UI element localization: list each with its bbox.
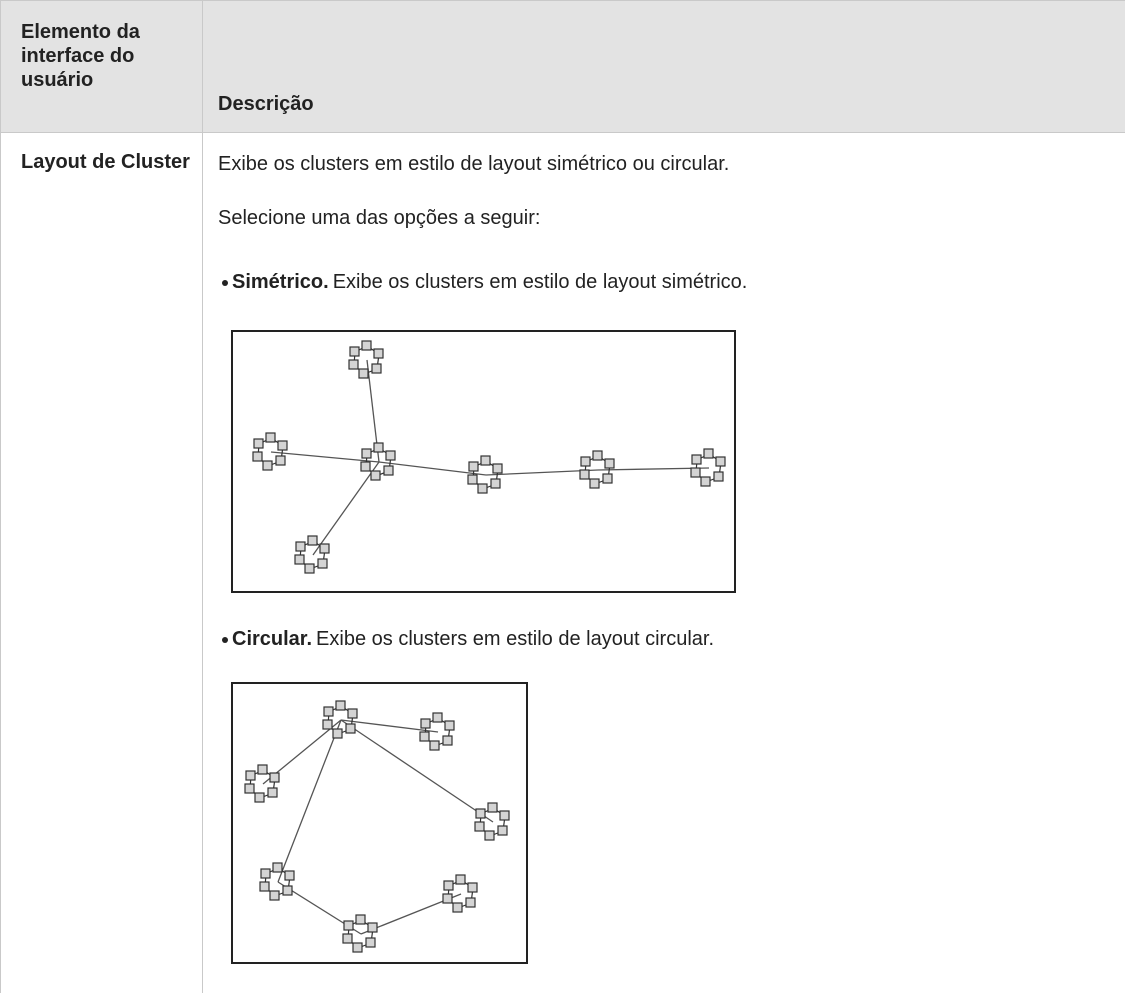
bullet-item: Simétrico. Exibe os clusters em estilo de… (221, 270, 748, 294)
paragraph: Exibe os clusters em estilo de layout si… (218, 153, 730, 175)
bullet-item: Circular. Exibe os clusters em estilo de … (222, 627, 714, 651)
header-cell: Descrição (218, 93, 314, 115)
paragraph: Selecione uma das opções a seguir: (218, 207, 541, 229)
header-cell: Elemento da interface do usuário (21, 21, 140, 91)
symmetric-figure (231, 330, 736, 593)
table-header (0, 0, 1125, 133)
border (0, 0, 1, 993)
option-name: Circular. (232, 628, 313, 650)
option-text: Exibe os clusters em estilo de layout ci… (316, 628, 714, 650)
element-name: Layout de Cluster (21, 151, 190, 173)
option-text: Exibe os clusters em estilo de layout si… (332, 271, 748, 293)
option-name: Simétrico. (232, 271, 329, 293)
column-divider (202, 0, 203, 993)
circular-figure (231, 682, 528, 964)
